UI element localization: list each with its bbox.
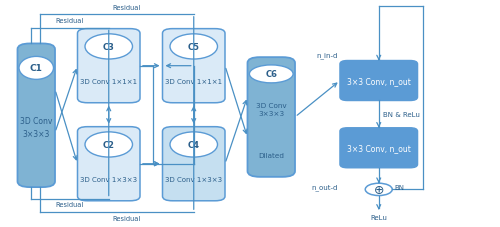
Text: Residual: Residual [56, 18, 84, 24]
Circle shape [366, 183, 392, 196]
Text: 3D Conv 1×3×3: 3D Conv 1×3×3 [80, 176, 138, 182]
Text: BN: BN [395, 184, 405, 190]
FancyBboxPatch shape [340, 61, 417, 101]
Ellipse shape [250, 66, 293, 84]
Text: C5: C5 [188, 43, 200, 52]
Text: 3D Conv
3×3×3: 3D Conv 3×3×3 [20, 116, 52, 138]
Text: C4: C4 [188, 140, 200, 149]
Text: C6: C6 [265, 70, 277, 79]
Text: 3D Conv 1×3×3: 3D Conv 1×3×3 [165, 176, 222, 182]
Text: 3×3 Conv, n_out: 3×3 Conv, n_out [347, 144, 410, 153]
Text: Residual: Residual [56, 201, 84, 207]
FancyBboxPatch shape [162, 30, 225, 103]
Text: C3: C3 [103, 43, 115, 52]
FancyBboxPatch shape [340, 128, 417, 168]
Ellipse shape [85, 132, 132, 157]
Text: C2: C2 [103, 140, 115, 149]
Text: n_out-d: n_out-d [311, 184, 338, 191]
Text: n_in-d: n_in-d [316, 52, 338, 59]
Ellipse shape [85, 35, 132, 60]
FancyBboxPatch shape [18, 44, 55, 187]
FancyBboxPatch shape [78, 30, 140, 103]
FancyBboxPatch shape [248, 58, 295, 177]
Text: Residual: Residual [113, 5, 141, 11]
Text: 3D Conv
3×3×3: 3D Conv 3×3×3 [256, 102, 286, 116]
Text: Residual: Residual [113, 215, 141, 221]
Text: Dilated: Dilated [258, 153, 284, 159]
Text: ⊕: ⊕ [374, 183, 384, 196]
Text: C1: C1 [30, 64, 42, 73]
Text: 3D Conv 1×1×1: 3D Conv 1×1×1 [80, 78, 138, 84]
FancyBboxPatch shape [162, 127, 225, 201]
Ellipse shape [19, 57, 54, 80]
Text: 3D Conv 1×1×1: 3D Conv 1×1×1 [165, 78, 222, 84]
FancyBboxPatch shape [78, 127, 140, 201]
Text: 3×3 Conv, n_out: 3×3 Conv, n_out [347, 77, 410, 86]
Ellipse shape [170, 132, 218, 157]
Text: BN & ReLu: BN & ReLu [383, 112, 420, 118]
Ellipse shape [170, 35, 218, 60]
Text: ReLu: ReLu [370, 215, 387, 220]
